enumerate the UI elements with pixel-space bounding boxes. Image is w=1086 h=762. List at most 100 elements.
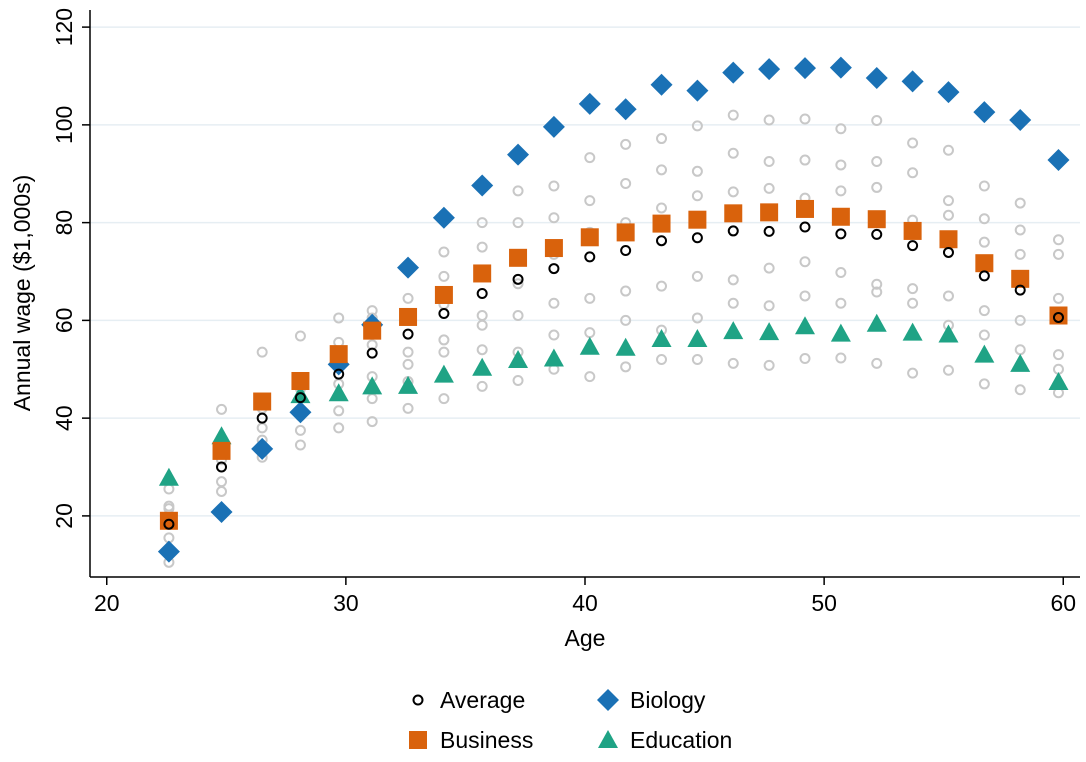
data-point (799, 256, 811, 268)
data-point (471, 174, 494, 197)
data-point (512, 273, 524, 285)
data-point (473, 264, 492, 283)
data-point (1010, 353, 1031, 372)
legend-label: Business (440, 727, 533, 753)
data-point (759, 322, 780, 341)
data-point (758, 58, 781, 81)
data-point (434, 285, 453, 304)
data-point (476, 241, 488, 253)
y-tick-label: 80 (51, 210, 77, 236)
data-point (256, 346, 268, 358)
data-point (978, 270, 990, 282)
data-point (871, 114, 883, 126)
data-point (907, 283, 919, 295)
data-point (763, 114, 775, 126)
data-point (584, 152, 596, 164)
data-point (727, 297, 739, 309)
data-point (656, 353, 668, 365)
data-point (973, 101, 996, 124)
data-point (795, 316, 815, 335)
data-point (253, 392, 272, 411)
data-point (763, 156, 775, 168)
data-point (1048, 371, 1069, 390)
data-point (830, 323, 851, 342)
data-point (333, 312, 345, 324)
data-point (362, 376, 383, 395)
data-point (763, 359, 775, 371)
x-tick-label: 30 (333, 590, 359, 616)
data-point (216, 403, 228, 415)
x-tick-label: 20 (94, 590, 120, 616)
data-point (366, 393, 378, 405)
data-point (799, 113, 811, 125)
data-point (722, 61, 745, 84)
data-point (763, 262, 775, 274)
data-point (942, 144, 954, 156)
data-point (975, 254, 994, 273)
data-point (476, 380, 488, 392)
data-point (216, 461, 228, 473)
data-point (691, 165, 703, 177)
data-point (294, 392, 306, 404)
data-point (835, 228, 847, 240)
data-point (1052, 234, 1064, 246)
data-point (508, 349, 529, 368)
data-point (1052, 292, 1064, 304)
data-point (402, 292, 414, 304)
data-point (942, 364, 954, 376)
data-point (903, 221, 922, 240)
data-point (763, 300, 775, 312)
data-point (548, 263, 560, 275)
data-point (871, 286, 883, 298)
data-point (727, 225, 739, 237)
data-point (620, 361, 632, 373)
data-point (366, 416, 378, 428)
data-point (799, 221, 811, 233)
data-point (652, 214, 671, 233)
data-point (835, 185, 847, 197)
data-point (794, 57, 816, 80)
data-point (691, 312, 703, 324)
data-point (1052, 349, 1064, 361)
legend-marker (597, 689, 619, 711)
data-point (256, 422, 268, 434)
data-point (939, 230, 958, 249)
data-point (799, 353, 811, 365)
data-point (438, 270, 450, 282)
data-point (656, 235, 668, 247)
data-point (829, 56, 852, 79)
data-point (1014, 344, 1026, 356)
data-point (366, 347, 378, 359)
data-point (651, 328, 672, 347)
data-point (723, 321, 744, 340)
data-point (157, 540, 180, 563)
data-point (476, 344, 488, 356)
data-point (438, 393, 450, 405)
y-tick-label: 60 (51, 308, 77, 334)
data-point (333, 422, 345, 434)
data-point (333, 368, 345, 380)
data-point (691, 120, 703, 132)
data-point (548, 329, 560, 341)
data-point (512, 278, 524, 290)
data-point (363, 321, 382, 340)
data-point (691, 190, 703, 202)
data-point (974, 344, 995, 363)
data-point (438, 246, 450, 258)
data-point (907, 137, 919, 149)
data-point (507, 143, 530, 166)
y-tick-label: 40 (51, 405, 77, 431)
data-point (578, 92, 601, 115)
data-point (512, 217, 524, 229)
data-point (433, 364, 454, 383)
data-point (294, 424, 306, 436)
data-point (901, 70, 924, 93)
data-point (871, 278, 883, 290)
data-point (835, 297, 847, 309)
data-point (615, 337, 636, 356)
data-point (584, 292, 596, 304)
data-point (978, 378, 990, 390)
data-point (509, 248, 528, 267)
data-point (727, 147, 739, 159)
